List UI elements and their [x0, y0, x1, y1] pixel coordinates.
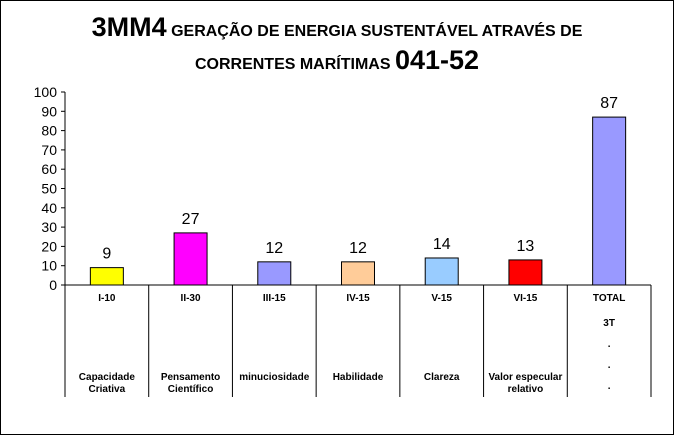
bar-i-10 — [89, 267, 124, 286]
y-tick-label-2: 20 — [41, 238, 57, 254]
category-description-iv-15: Habilidade — [332, 372, 384, 383]
title-text-1: GERAÇÃO DE ENERGIA SUSTENTÁVEL ATRAVÉS D… — [171, 23, 583, 40]
y-tick-label-0: 0 — [49, 277, 57, 293]
y-tick-label-3: 30 — [41, 219, 57, 235]
data-label-i-10: 9 — [102, 246, 111, 263]
category-label-iii-15: III-15 — [262, 293, 286, 304]
y-tick-label-4: 40 — [41, 200, 57, 216]
data-label-total: 87 — [600, 95, 618, 112]
data-label-v-15: 14 — [433, 236, 451, 253]
title-text-2: CORRENTES MARÍTIMAS — [194, 56, 391, 73]
category-label-v-15: V-15 — [431, 293, 452, 304]
data-label-ii-30: 27 — [182, 211, 200, 228]
category-sublabel-total: 3T . . . — [603, 318, 615, 392]
title-code: 3MM4 — [91, 12, 167, 42]
bar-ii-30 — [173, 232, 208, 286]
category-label-iv-15: IV-15 — [346, 293, 370, 304]
bar-iv-15 — [341, 261, 375, 286]
category-description-v-15: Clareza — [423, 372, 460, 383]
data-label-iv-15: 12 — [349, 240, 367, 257]
y-tick-label-10: 100 — [34, 84, 58, 100]
category-description-i-10: Capacidade Criativa — [78, 372, 135, 395]
y-tick-label-9: 90 — [41, 103, 57, 119]
bar-v-15 — [424, 257, 459, 286]
y-tick-label-7: 70 — [41, 142, 57, 158]
data-label-iii-15: 12 — [265, 240, 283, 257]
y-tick-label-8: 80 — [41, 123, 57, 139]
y-tick-label-6: 60 — [41, 161, 57, 177]
y-tick-label-5: 50 — [41, 181, 57, 197]
category-description-ii-30: Pensamento Científico — [160, 372, 221, 395]
bar-total — [592, 116, 627, 286]
category-label-total: TOTAL — [592, 293, 626, 304]
chart-title-line1: 3MM4 GERAÇÃO DE ENERGIA SUSTENTÁVEL ATRA… — [0, 12, 674, 43]
data-label-vi-15: 13 — [517, 238, 535, 255]
category-description-vi-15: Valor especular relativo — [488, 372, 563, 395]
title-number: 041-52 — [394, 45, 480, 75]
y-tick-label-1: 10 — [41, 258, 57, 274]
category-label-ii-30: II-30 — [180, 293, 201, 304]
bar-vi-15 — [508, 259, 543, 286]
category-label-vi-15: VI-15 — [513, 293, 538, 304]
chart-title-line2: CORRENTES MARÍTIMAS 041-52 — [0, 45, 674, 76]
category-label-i-10: I-10 — [98, 293, 116, 304]
bar-iii-15 — [257, 261, 292, 286]
category-description-iii-15: minuciosidade — [239, 372, 310, 383]
